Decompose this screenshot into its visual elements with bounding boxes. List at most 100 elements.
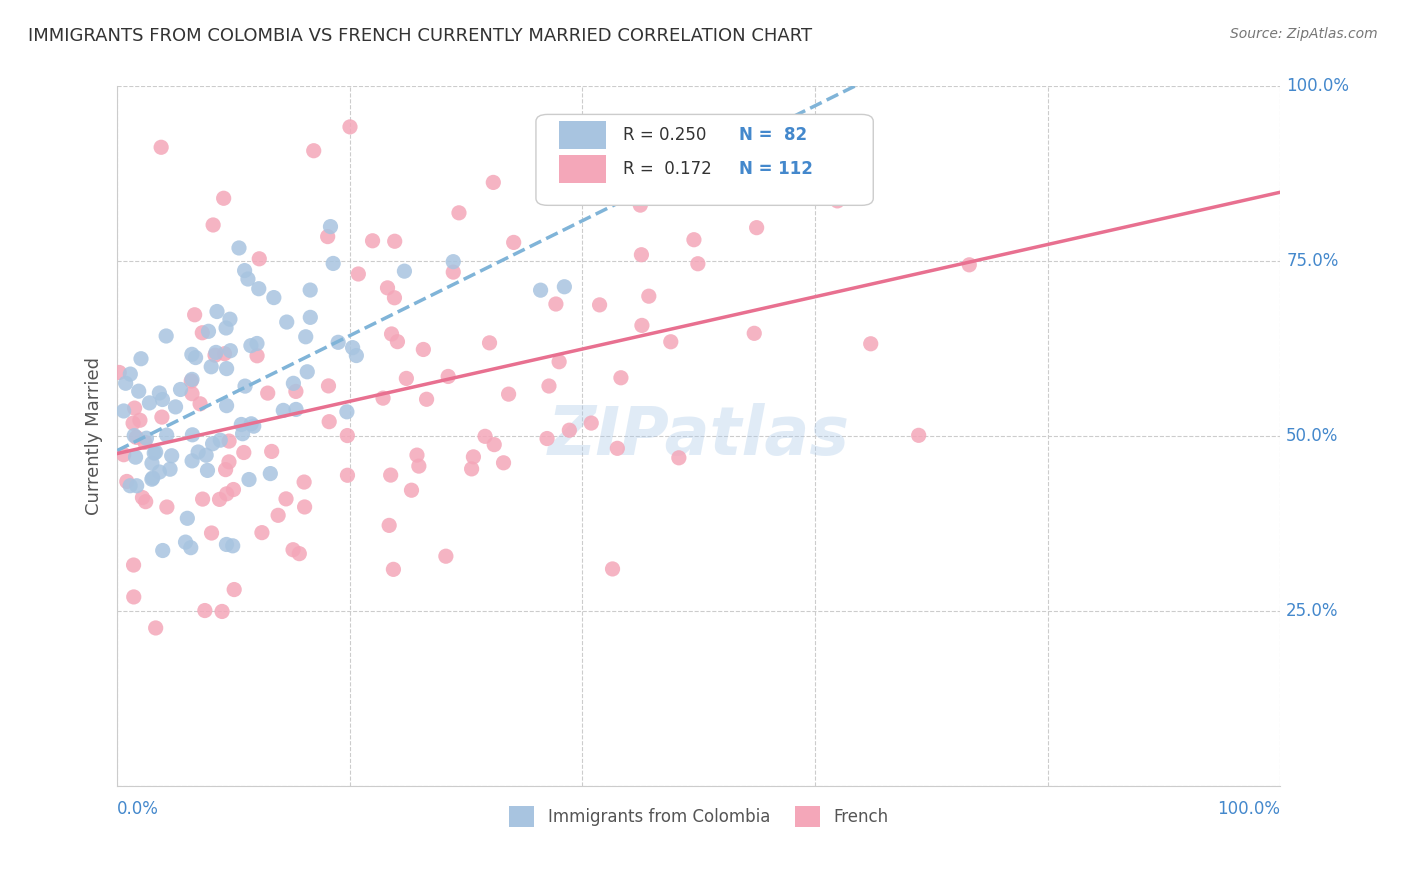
Point <box>668 450 690 465</box>
Point <box>394 264 416 278</box>
Point <box>135 431 157 445</box>
Point <box>160 449 183 463</box>
Point <box>150 410 173 425</box>
Point <box>484 437 506 451</box>
Point <box>336 405 359 419</box>
Point <box>222 483 245 497</box>
Point <box>183 308 205 322</box>
Point <box>181 372 204 386</box>
Point <box>378 518 401 533</box>
Point <box>384 291 406 305</box>
Point <box>228 241 250 255</box>
Point <box>742 326 765 341</box>
Point <box>114 376 136 391</box>
Point <box>112 448 135 462</box>
Point <box>150 140 173 154</box>
Point <box>610 371 633 385</box>
Point <box>395 371 418 385</box>
Point <box>214 347 236 361</box>
Point <box>631 318 654 333</box>
Point <box>233 263 256 277</box>
Point <box>371 391 394 405</box>
Point <box>628 198 651 212</box>
Point <box>180 347 202 361</box>
Point <box>128 384 150 399</box>
Point <box>124 401 146 416</box>
Point <box>152 392 174 407</box>
Point <box>447 206 470 220</box>
Point <box>299 283 322 297</box>
Point <box>294 500 316 514</box>
Point <box>148 386 170 401</box>
Point <box>382 562 405 576</box>
Point <box>135 494 157 508</box>
Point <box>557 158 579 172</box>
Point <box>218 434 240 448</box>
Point <box>339 120 361 134</box>
Point <box>336 428 359 442</box>
Point <box>437 369 460 384</box>
Point <box>156 500 179 514</box>
Point <box>294 330 316 344</box>
Point <box>219 312 242 326</box>
Point <box>129 413 152 427</box>
Text: N =  82: N = 82 <box>740 127 807 145</box>
Point <box>122 558 145 572</box>
Point <box>342 341 364 355</box>
Point <box>606 442 628 456</box>
Point <box>686 257 709 271</box>
Point <box>415 392 437 407</box>
Point <box>115 475 138 489</box>
Point <box>318 379 340 393</box>
Point <box>281 542 304 557</box>
Point <box>112 404 135 418</box>
Point <box>205 304 228 318</box>
Point <box>194 603 217 617</box>
Point <box>285 402 308 417</box>
Point <box>247 282 270 296</box>
Point <box>204 348 226 362</box>
Point <box>434 549 457 564</box>
Point <box>274 491 297 506</box>
Point <box>328 335 350 350</box>
Point <box>380 468 402 483</box>
Point <box>529 283 551 297</box>
Point <box>318 415 340 429</box>
Point <box>463 450 485 464</box>
Text: Source: ZipAtlas.com: Source: ZipAtlas.com <box>1230 27 1378 41</box>
Point <box>181 454 204 468</box>
Point <box>588 298 610 312</box>
Point <box>502 235 524 250</box>
Point <box>316 229 339 244</box>
Point <box>276 315 298 329</box>
Point <box>155 329 177 343</box>
Point <box>361 234 384 248</box>
Point <box>238 473 260 487</box>
Point <box>169 383 191 397</box>
Point <box>180 541 202 555</box>
Point <box>242 419 264 434</box>
Text: IMMIGRANTS FROM COLOMBIA VS FRENCH CURRENTLY MARRIED CORRELATION CHART: IMMIGRANTS FROM COLOMBIA VS FRENCH CURRE… <box>28 27 813 45</box>
Point <box>200 526 222 541</box>
Point <box>125 430 148 444</box>
Point <box>271 403 294 417</box>
Point <box>492 456 515 470</box>
Point <box>197 324 219 338</box>
Point <box>148 465 170 479</box>
Point <box>122 590 145 604</box>
Point <box>288 547 311 561</box>
Point <box>215 321 238 335</box>
Point <box>191 326 214 340</box>
Point <box>201 436 224 450</box>
Point <box>145 445 167 459</box>
Point <box>626 182 648 196</box>
Point <box>401 483 423 498</box>
Point <box>120 367 142 381</box>
Point <box>134 435 156 450</box>
Bar <box>560 155 606 183</box>
Point <box>224 582 246 597</box>
Point <box>537 379 560 393</box>
Point <box>637 289 659 303</box>
Point <box>406 448 429 462</box>
Point <box>145 621 167 635</box>
